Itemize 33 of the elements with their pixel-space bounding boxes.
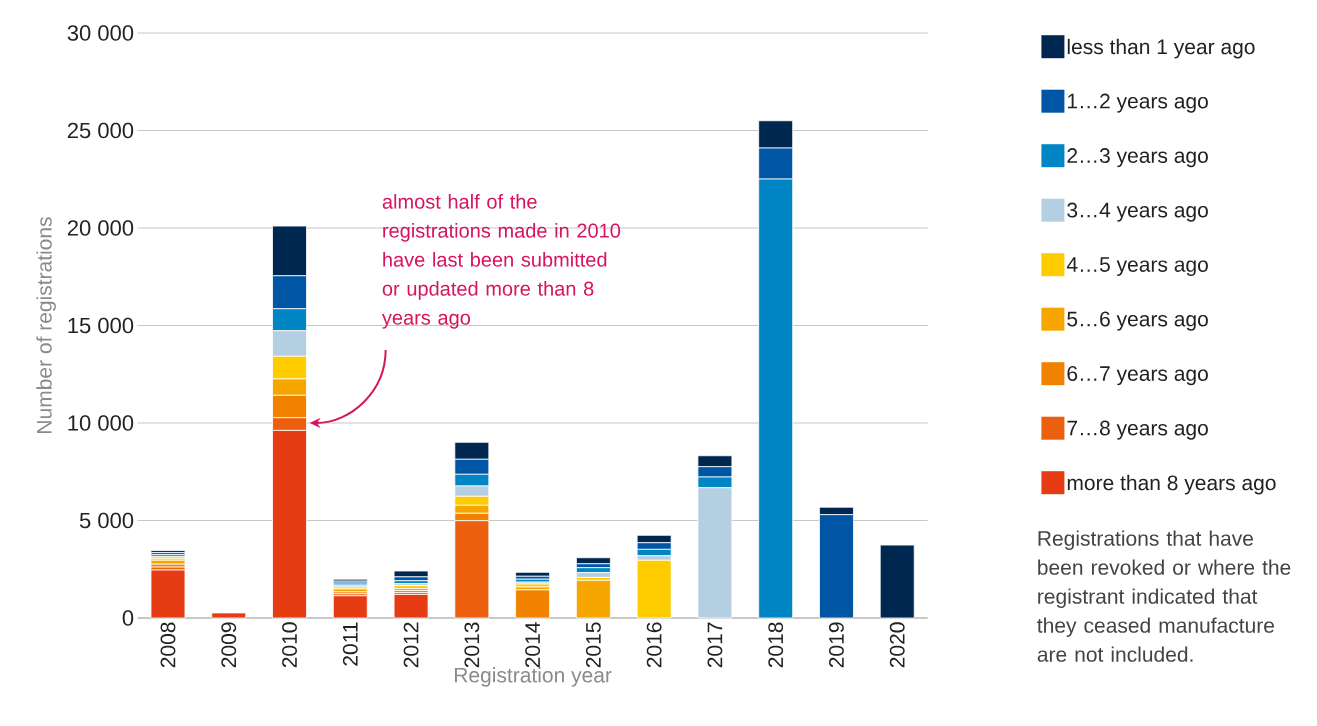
x-axis-title: Registration year [454, 667, 612, 687]
legend-label: more than 8 years ago [1067, 474, 1276, 495]
annotation: almost half of the registrations made in 2010 have last been submitted or updated more than 8 years ago [381, 194, 621, 329]
y-axis-title: Number of registrations [36, 217, 56, 433]
x-tick-label: 2011 [342, 622, 358, 666]
x-tick-label: 2015 [585, 622, 601, 668]
y-tick-label: 0 [122, 610, 134, 626]
legend-label: 1…2 years ago [1068, 93, 1208, 113]
x-tick-label: 2014 [525, 622, 541, 668]
x-tick-label: 2010 [282, 622, 297, 668]
legend-label: 6…7 years ago [1067, 366, 1208, 386]
y-tick-label: 30 000 [67, 25, 134, 41]
legend-label: 2…3 years ago [1067, 148, 1208, 168]
y-tick-label: 20 000 [67, 220, 134, 236]
x-tick-label: 2012 [403, 622, 419, 668]
legend-label: 3…4 years ago [1067, 202, 1208, 222]
legend-label: 7…8 years ago [1067, 420, 1208, 440]
y-tick-label: 5 000 [79, 512, 134, 529]
x-tick-label: 2008 [160, 622, 176, 668]
x-tick-label: 2019 [829, 622, 844, 668]
y-tick-label: 10 000 [68, 415, 134, 431]
x-tick-label: 2016 [646, 622, 662, 668]
x-tick-label: 2013 [464, 622, 480, 668]
x-tick-label: 2009 [221, 622, 237, 668]
x-tick-label: 2018 [768, 622, 784, 668]
text: Registrations that have been revoked or where the registrant indicated that they ceased manufacture are not included. [1037, 530, 1291, 662]
legend-label: 5…6 years ago [1067, 311, 1208, 331]
y-tick-label: 25 000 [67, 122, 134, 139]
y-tick-label: 15 000 [68, 317, 134, 334]
legend-label: 4…5 years ago [1066, 257, 1208, 277]
x-tick-label: 2020 [889, 622, 905, 668]
legend-label: less than 1 year ago [1067, 38, 1255, 59]
x-tick-label: 2017 [707, 622, 723, 668]
